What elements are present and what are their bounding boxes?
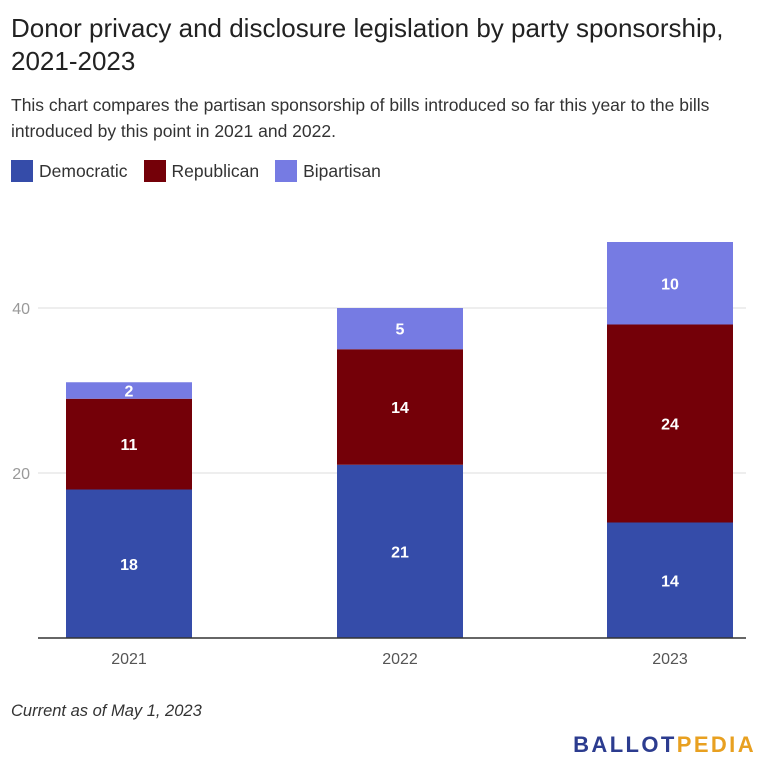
x-tick-label-2023: 2023 <box>652 651 688 668</box>
bar-2021-democratic <box>66 489 192 638</box>
x-tick-label-2021: 2021 <box>111 651 147 668</box>
legend-label-democratic: Democratic <box>39 160 128 181</box>
data-label-2023-democratic: 14 <box>661 573 679 590</box>
legend-label-bipartisan: Bipartisan <box>303 160 381 181</box>
bar-2023-republican <box>607 324 733 523</box>
legend-swatch-republican <box>143 160 166 182</box>
legend-item-bipartisan: Bipartisan <box>275 160 381 182</box>
data-label-2022-bipartisan: 5 <box>396 322 405 339</box>
chart-subtitle: This chart compares the partisan sponsor… <box>11 95 710 141</box>
bar-2022-republican <box>337 349 463 465</box>
x-tick-label-2022: 2022 <box>382 651 418 668</box>
bar-2021-republican <box>66 398 192 490</box>
bar-2021-bipartisan <box>66 382 192 399</box>
data-label-2021-republican: 11 <box>121 437 138 454</box>
bar-2022-bipartisan <box>337 308 463 350</box>
data-label-2021-bipartisan: 2 <box>125 384 134 401</box>
y-tick-label-20: 20 <box>12 466 30 483</box>
stacked-bar-chart: 20 40 18 11 2 2021 21 14 5 2022 14 24 10 2023 <box>12 242 746 668</box>
data-label-2022-republican: 14 <box>391 400 409 417</box>
logo-text-pedia: PEDIA <box>676 732 756 757</box>
data-label-2023-republican: 24 <box>661 417 679 434</box>
bar-2023-bipartisan <box>607 242 733 325</box>
footnote: Current as of May 1, 2023 <box>11 702 202 720</box>
bar-2023-democratic <box>607 522 733 638</box>
data-label-2022-democratic: 21 <box>391 544 409 561</box>
legend: Democratic Republican Bipartisan <box>11 159 397 183</box>
ballotpedia-logo: BALLOTPEDIA <box>573 732 756 758</box>
legend-swatch-bipartisan <box>275 160 298 182</box>
legend-swatch-democratic <box>11 160 33 182</box>
legend-item-democratic: Democratic <box>11 160 128 182</box>
data-label-2021-democratic: 18 <box>120 557 138 574</box>
bar-2022-democratic <box>337 464 463 638</box>
y-tick-label-40: 40 <box>12 301 30 318</box>
chart-title: Donor privacy and disclosure legislation… <box>11 13 724 76</box>
logo-text-ballot: BALLOT <box>573 732 677 757</box>
legend-item-republican: Republican <box>143 160 260 182</box>
legend-label-republican: Republican <box>171 160 260 181</box>
data-label-2023-bipartisan: 10 <box>661 276 679 293</box>
